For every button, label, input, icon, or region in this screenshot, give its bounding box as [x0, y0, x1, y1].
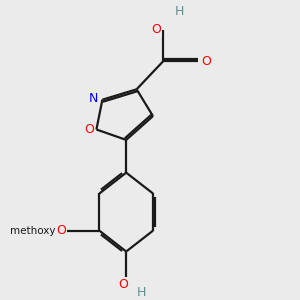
Text: O: O [84, 123, 94, 136]
Text: methoxy: methoxy [10, 226, 55, 236]
Text: H: H [175, 5, 184, 18]
Text: N: N [89, 92, 98, 105]
Text: O: O [151, 23, 161, 36]
Text: O: O [56, 224, 66, 237]
Text: H: H [136, 286, 146, 299]
Text: O: O [201, 55, 211, 68]
Text: O: O [118, 278, 128, 291]
